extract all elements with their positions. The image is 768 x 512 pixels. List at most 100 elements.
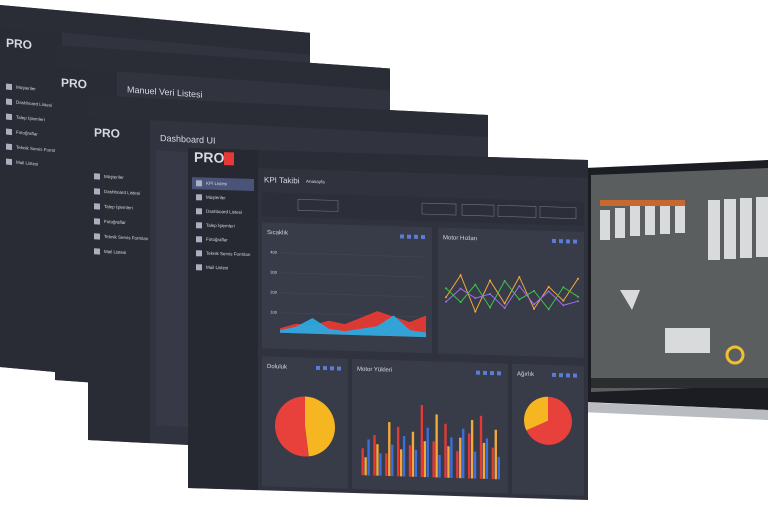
menu-item: Teknik Servis Formları — [206, 251, 251, 257]
point — [474, 310, 477, 313]
filter-button[interactable] — [539, 206, 577, 219]
card-tool[interactable] — [400, 234, 404, 239]
bar — [459, 437, 462, 479]
card-tool[interactable] — [559, 239, 563, 244]
bar — [420, 404, 424, 478]
bar — [447, 446, 450, 478]
filter-button[interactable] — [461, 203, 495, 217]
bar — [364, 457, 367, 476]
page-title: KPI Takibi — [264, 175, 300, 185]
menu-icon — [94, 233, 100, 240]
point — [503, 306, 506, 310]
point — [489, 293, 491, 296]
grid-line — [280, 312, 426, 318]
breadcrumb: Anasayfa — [306, 179, 325, 185]
point — [474, 283, 477, 286]
menu-item: Mail Listesi — [104, 249, 126, 255]
card-tool[interactable] — [552, 372, 556, 378]
pie-slice — [305, 396, 335, 457]
card-tool[interactable] — [490, 371, 494, 376]
menu-icon — [94, 173, 100, 180]
card-title: Motor Hızları — [443, 235, 478, 242]
point — [547, 290, 550, 293]
menu-icon — [6, 113, 12, 121]
bar — [388, 422, 391, 477]
menu-icon — [196, 222, 202, 229]
menu-icon — [196, 208, 202, 215]
pie-slice — [526, 396, 572, 445]
bar — [426, 427, 429, 478]
point — [562, 286, 565, 289]
menu-item: Teknik Servis Formları — [104, 234, 148, 241]
bar — [379, 453, 382, 476]
front-screen: PRO KPI Listesi Müşteriler Dashboard Listes… — [188, 148, 588, 501]
menu-icon — [196, 180, 202, 187]
bar — [482, 442, 486, 479]
card-tool[interactable] — [566, 373, 570, 378]
point — [489, 279, 491, 282]
menu-item: Fotoğraflar — [16, 130, 38, 137]
logo-accent — [224, 152, 234, 166]
menu-active — [192, 177, 254, 191]
card-tool[interactable] — [483, 370, 487, 375]
bar — [414, 449, 418, 477]
filter-button[interactable] — [497, 204, 537, 218]
bar — [485, 438, 489, 480]
point — [518, 284, 521, 287]
card-tool[interactable] — [566, 239, 570, 244]
menu-item: Mail Listesi — [16, 160, 38, 167]
bar — [438, 455, 441, 478]
pie-slice — [524, 396, 548, 431]
y-tick-label: 200 — [270, 290, 277, 295]
logo: PRO — [194, 149, 224, 166]
card-title: Ağırlık — [517, 371, 535, 378]
sidebar — [188, 148, 258, 491]
card-tool[interactable] — [316, 365, 320, 370]
card-tool[interactable] — [421, 234, 425, 240]
card-tool[interactable] — [414, 234, 418, 239]
point — [577, 300, 579, 303]
card-tool[interactable] — [497, 371, 501, 376]
topbar — [88, 95, 488, 138]
filter-button[interactable] — [297, 198, 339, 212]
menu-item: Fotoğraflar — [104, 219, 126, 225]
card-tool[interactable] — [337, 366, 341, 371]
bar — [391, 444, 394, 477]
menu-item: Dashboard Listesi — [104, 189, 140, 196]
card-tool[interactable] — [407, 234, 411, 239]
card-tool[interactable] — [573, 373, 577, 378]
point — [445, 296, 447, 299]
menu-item: Teknik Servis Formları — [16, 145, 60, 154]
point — [533, 307, 535, 310]
bar — [361, 448, 364, 476]
card-tool[interactable] — [330, 366, 334, 371]
point — [445, 287, 447, 290]
card-tool[interactable] — [559, 373, 563, 378]
menu-icon — [6, 128, 12, 136]
menu-icon — [94, 203, 100, 210]
card-tool[interactable] — [323, 366, 327, 371]
filter-button[interactable] — [421, 202, 457, 216]
point — [577, 277, 579, 280]
filter-panel — [262, 192, 584, 226]
card-tool[interactable] — [573, 239, 577, 244]
point — [459, 287, 462, 290]
card-tool[interactable] — [552, 238, 556, 244]
menu-item: Talep İşlemleri — [16, 114, 45, 123]
point — [518, 275, 521, 278]
point — [474, 297, 477, 300]
menu-icon — [94, 218, 100, 225]
menu-item: Müşteriler — [16, 85, 36, 92]
bar — [385, 453, 388, 476]
logo: PRO — [61, 76, 87, 92]
menu-item: Müşteriler — [104, 174, 124, 180]
point — [533, 289, 535, 292]
topbar — [55, 45, 390, 91]
y-tick-label: 300 — [270, 270, 277, 275]
sidebar — [0, 27, 62, 373]
menu-item: Müşteriler — [206, 195, 226, 201]
bar — [462, 428, 465, 479]
card-tool[interactable] — [476, 370, 480, 375]
menu-icon — [6, 143, 12, 151]
